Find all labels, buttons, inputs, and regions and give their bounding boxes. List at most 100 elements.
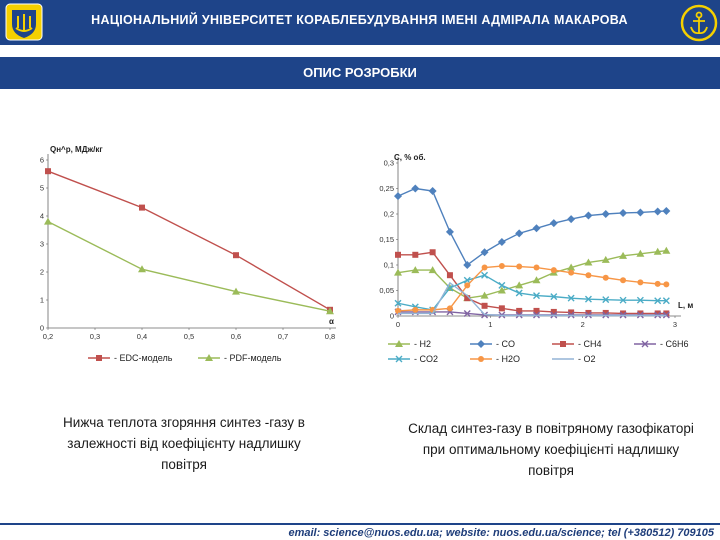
data-point <box>584 258 593 266</box>
data-point <box>550 293 558 301</box>
y-tick-label: 0,1 <box>384 261 394 270</box>
data-point <box>584 295 592 303</box>
data-point <box>429 249 436 256</box>
data-point <box>637 279 644 286</box>
data-point <box>637 310 644 317</box>
data-point <box>515 281 524 289</box>
syngas-composition-caption: Склад синтез-газу в повітряному газофіка… <box>408 421 694 478</box>
legend-label: - CH4 <box>578 339 602 349</box>
data-point <box>636 296 644 304</box>
data-point <box>232 287 240 295</box>
data-point <box>653 247 662 255</box>
anchor-emblem-icon <box>680 4 718 42</box>
data-point <box>395 307 401 314</box>
data-point <box>663 310 670 317</box>
data-point <box>662 206 671 215</box>
legend-label: - CO2 <box>414 354 438 364</box>
data-point <box>497 238 506 247</box>
data-point <box>233 252 239 259</box>
data-point <box>516 263 523 270</box>
data-point <box>550 308 557 315</box>
series-2 <box>394 184 671 269</box>
data-point <box>480 248 489 257</box>
legend-item: - CO2 <box>388 354 438 364</box>
x-tick-label: 3 <box>673 320 677 329</box>
legend-swatch-marker <box>96 355 102 361</box>
data-point <box>654 297 662 305</box>
data-point <box>498 281 506 289</box>
data-point <box>584 211 593 220</box>
legend-swatch-marker <box>205 354 213 361</box>
data-point <box>394 192 402 201</box>
series-6 <box>395 263 670 314</box>
data-point <box>481 264 488 271</box>
footer-divider <box>0 523 720 525</box>
data-point <box>464 295 471 302</box>
series-3 <box>395 249 670 317</box>
data-point <box>411 266 420 274</box>
data-point <box>619 208 628 217</box>
data-point <box>532 276 541 284</box>
data-point <box>446 272 453 279</box>
header-bar: НАЦІОНАЛЬНИЙ УНІВЕРСИТЕТ КОРАБЛЕБУДУВАНН… <box>0 0 720 45</box>
data-point <box>636 249 645 257</box>
x-tick-label: 0,7 <box>278 332 288 341</box>
data-point <box>45 168 51 175</box>
data-point <box>394 299 402 307</box>
series-7 <box>398 281 667 317</box>
x-axis-label: L, м <box>678 301 693 310</box>
data-point <box>411 184 420 193</box>
data-point <box>663 281 670 288</box>
x-tick-label: 0,3 <box>90 332 100 341</box>
y-axis-label: Qн^р, МДж/кг <box>50 145 103 154</box>
data-point <box>654 280 661 287</box>
university-crest-icon <box>5 3 43 41</box>
data-point <box>412 251 419 258</box>
x-tick-label: 0,4 <box>137 332 147 341</box>
y-tick-label: 3 <box>40 240 44 249</box>
data-point <box>567 294 575 302</box>
data-point <box>515 289 523 297</box>
legend-item: - O2 <box>552 354 596 364</box>
legend-swatch-marker <box>395 340 403 347</box>
data-point <box>636 208 645 217</box>
y-tick-label: 0,3 <box>384 159 394 168</box>
data-point <box>533 264 540 271</box>
x-tick-label: 0,8 <box>325 332 335 341</box>
heating-value-chart: 0 1 2 3 4 5 6 0,2 0,3 0,4 0,5 0,6 0,7 0,8 Qн^р, МДж/кг… <box>30 140 350 370</box>
data-point <box>568 269 575 276</box>
data-point <box>602 309 609 316</box>
data-point <box>532 224 541 233</box>
data-point <box>550 267 557 274</box>
legend-swatch-marker <box>395 355 403 363</box>
legend-item: - CO <box>470 339 515 349</box>
data-point <box>481 271 489 279</box>
x-tick-label: 0,6 <box>231 332 241 341</box>
data-point <box>138 265 146 273</box>
y-tick-label: 2 <box>40 268 44 277</box>
legend-label: - H2 <box>414 339 431 349</box>
legend-item: - PDF-модель <box>198 353 282 363</box>
data-point <box>654 310 661 317</box>
legend-swatch-marker <box>478 356 484 362</box>
series-line <box>47 220 331 312</box>
data-point <box>412 306 419 313</box>
data-point <box>395 251 401 258</box>
y-tick-label: 5 <box>40 184 44 193</box>
footer-contacts: email: science@nuos.edu.ua; website: nuo… <box>288 527 714 539</box>
x-tick-label: 1 <box>488 320 492 329</box>
series-5 <box>394 271 670 314</box>
series-2 <box>44 217 334 315</box>
data-point <box>601 210 610 218</box>
data-point <box>653 207 662 216</box>
y-tick-label: 0 <box>390 312 394 321</box>
data-point <box>428 187 437 196</box>
data-point <box>463 261 472 269</box>
data-point <box>326 307 334 315</box>
data-point <box>602 274 609 281</box>
data-point <box>428 266 437 274</box>
data-point <box>602 296 610 304</box>
legend-label: - H2O <box>496 354 520 364</box>
series-1 <box>45 168 333 313</box>
data-point <box>620 277 627 284</box>
